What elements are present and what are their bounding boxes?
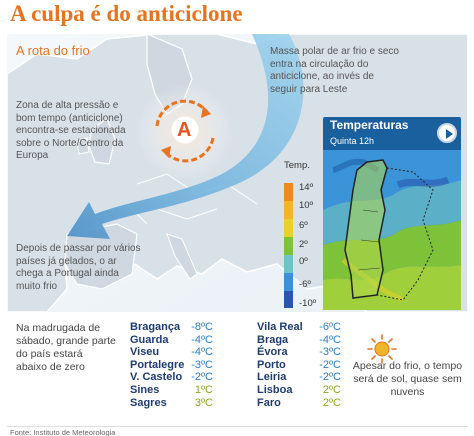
temperatures-title: Temperaturas [330,118,409,132]
city-row: Sines 1ºC [130,384,213,397]
city-name: V. Castelo [130,371,183,384]
city-temperature: 2ºC [322,396,341,409]
city-name: Leiria [257,371,287,384]
city-row: Viseu -4ºC [130,346,213,359]
note-portugal: Depois de passar por vários países já ge… [16,243,141,292]
city-row: Leiria -2ºC [257,371,341,384]
city-row: Portalegre -3ºC [130,359,213,372]
temperatures-subtitle: Quinta 12h [330,136,375,146]
note-polar-air: Massa polar de ar frio e seco entra na c… [270,46,399,95]
page-title: A culpa é do anticiclone [10,1,243,26]
city-name: Évora [257,346,288,359]
city-name: Sines [130,383,160,396]
legend-label-0: 0º [299,256,308,267]
legend-label-14: 14º [299,182,314,193]
legend-label-6: 6º [299,220,308,231]
city-table-2: Vila Real -6ºC Braga -4ºC Évora -3ºC Porto -2ºC… [257,321,341,409]
city-temperature: -2ºC [319,371,341,384]
footer-divider [7,426,468,427]
city-row: Vila Real -6ºC [257,321,341,334]
city-temperature: -8ºC [191,321,213,333]
anticyclone-letter: A [177,119,192,141]
summary-right: Apesar do frio, o tempo será de sol, qua… [352,360,463,398]
city-name: Guarda [130,333,169,346]
cold-air-arrow [67,34,304,239]
city-row: Faro 2ºC [257,397,341,410]
note-high-pressure: Zona de alta pressão e bom tempo (antici… [16,100,126,161]
city-temperature: -4ºC [319,333,341,346]
city-name: Portalegre [130,358,185,371]
sun-icon [367,334,397,364]
city-temperature: -4ºC [191,333,213,346]
source-footer: Fonte: Instituto de Meteorologia [10,428,116,436]
city-temperature: -3ºC [191,358,213,371]
city-row: Sagres 3ºC [130,397,213,410]
city-table-1: Bragança -8ºC Guarda -4ºC Viseu -4ºC Portalegr… [130,321,213,409]
portugal-temperature-map [323,150,461,310]
legend-label-10: 10º [299,200,314,211]
city-name: Porto [257,358,286,371]
city-temperature: -6ºC [319,321,341,333]
city-name: Braga [257,333,289,346]
city-temperature: 3ºC [194,396,213,409]
legend-color-bar [284,183,293,308]
city-name: Lisboa [257,383,293,396]
city-name: Viseu [130,346,160,359]
city-row: Lisboa 2ºC [257,384,341,397]
city-temperature: 1ºC [194,383,213,396]
city-row: Évora -3ºC [257,346,341,359]
play-icon[interactable] [437,123,457,143]
city-row: Braga -4ºC [257,334,341,347]
city-name: Sagres [130,396,167,409]
legend-title: Temp. [284,160,310,171]
legend-label-minus6: -6º [299,279,311,290]
city-name: Faro [257,396,281,409]
city-row: Guarda -4ºC [130,334,213,347]
city-temperature: -4ºC [191,346,213,359]
city-row: V. Castelo -2ºC [130,371,213,384]
city-row: Bragança -8ºC [130,321,213,334]
city-name: Vila Real [257,321,303,333]
legend-label-2: 2º [299,239,308,250]
anticyclone-icon [155,99,215,163]
summary-left: Na madrugada de sábado, grande parte do … [16,322,116,373]
city-temperature: 2ºC [322,383,341,396]
city-temperature: -2ºC [191,371,213,384]
legend-label-minus10: -10º [299,298,317,309]
city-temperature: -2ºC [319,358,341,371]
city-row: Porto -2ºC [257,359,341,372]
city-name: Bragança [130,321,181,333]
city-temperature: -3ºC [319,346,341,359]
map-subtitle: A rota do frio [16,43,90,58]
